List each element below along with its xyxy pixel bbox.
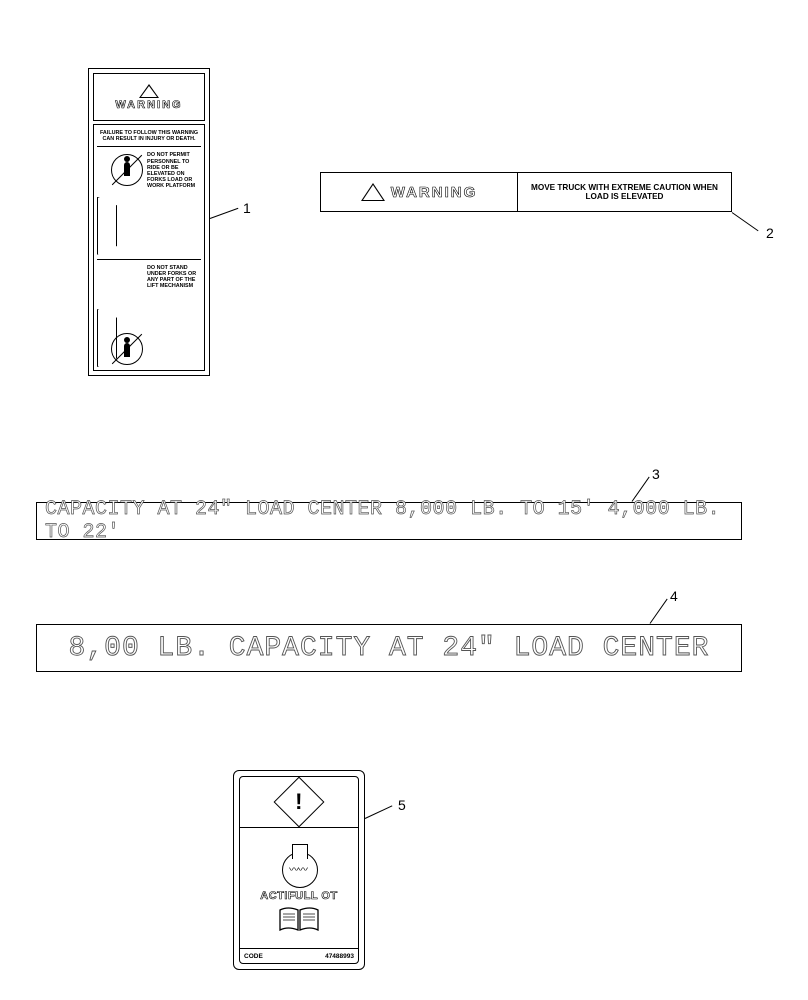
section-no-stand: DO NOT STAND UNDER FORKS OR ANY PART OF … (97, 259, 201, 367)
caution-header: ! (240, 777, 358, 828)
capacity-text: 8,00 LB. CAPACITY AT 24" LOAD CENTER (69, 633, 710, 664)
capacity-text: CAPACITY AT 24" LOAD CENTER 8,000 LB. TO… (45, 498, 733, 544)
warning-message: MOVE TRUCK WITH EXTREME CAUTION WHEN LOA… (518, 173, 731, 211)
failure-text: FAILURE TO FOLLOW THIS WARNING CAN RESUL… (97, 128, 201, 147)
warning-header: ! WARNING (321, 173, 518, 211)
callout-leader (210, 208, 239, 219)
warning-word: WARNING (115, 99, 182, 111)
callout-number-4: 4 (670, 588, 678, 604)
code-value: 47488993 (325, 953, 354, 960)
warning-word: WARNING (391, 184, 478, 201)
pictogram-no-ride (97, 152, 143, 254)
decal-capacity-dual: CAPACITY AT 24" LOAD CENTER 8,000 LB. TO… (36, 502, 742, 540)
code-row: CODE 47488993 (240, 948, 358, 963)
callout-leader (365, 805, 393, 819)
callout-number-5: 5 (398, 797, 406, 813)
callout-leader (732, 212, 759, 231)
manual-icon (278, 906, 320, 932)
warning-triangle-icon: ! (139, 84, 159, 98)
decal-warning-elevated-load: ! WARNING MOVE TRUCK WITH EXTREME CAUTIO… (320, 172, 732, 212)
section-no-ride: DO NOT PERMIT PERSONNEL TO RIDE OR BE EL… (97, 147, 201, 254)
section-text: DO NOT PERMIT PERSONNEL TO RIDE OR BE EL… (147, 152, 201, 254)
callout-number-3: 3 (652, 466, 660, 482)
decal-capacity-single: 8,00 LB. CAPACITY AT 24" LOAD CENTER (36, 624, 742, 672)
caution-diamond-icon: ! (274, 777, 325, 828)
decal-inner: ! 〰〰 ACTIFULL OT (239, 776, 359, 964)
warning-body: FAILURE TO FOLLOW THIS WARNING CAN RESUL… (93, 124, 205, 371)
callout-number-1: 1 (243, 200, 251, 216)
pictogram-no-stand (97, 265, 143, 367)
warning-triangle-icon: ! (361, 183, 385, 201)
callout-leader (650, 599, 668, 624)
callout-number-2: 2 (766, 225, 774, 241)
product-name: ACTIFULL OT (260, 890, 337, 902)
decal-actifull: ! 〰〰 ACTIFULL OT (233, 770, 365, 970)
section-text: DO NOT STAND UNDER FORKS OR ANY PART OF … (147, 265, 201, 367)
reservoir-icon: 〰〰 (279, 844, 319, 888)
decal-body: 〰〰 ACTIFULL OT (240, 828, 358, 948)
decal-warning-personnel: ! WARNING FAILURE TO FOLLOW THIS WARNING… (88, 68, 210, 376)
code-label: CODE (244, 953, 263, 960)
decal-inner: ! WARNING FAILURE TO FOLLOW THIS WARNING… (93, 73, 205, 371)
warning-header: ! WARNING (93, 73, 205, 121)
